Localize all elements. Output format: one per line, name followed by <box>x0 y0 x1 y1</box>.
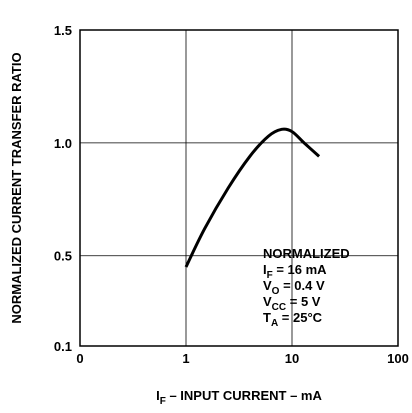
x-tick-label: 0 <box>76 351 83 366</box>
plot-frame <box>79 29 399 347</box>
x-tick-label: 100 <box>387 351 409 366</box>
x-axis-title-text: – INPUT CURRENT – mA <box>166 388 323 403</box>
x-axis-title: IF – INPUT CURRENT – mA <box>156 388 322 407</box>
x-axis-title-symbol: I <box>156 388 160 403</box>
y-tick-label: 0.1 <box>54 339 72 354</box>
y-tick-label: 1.0 <box>54 136 72 151</box>
y-tick-label: 0.5 <box>54 249 72 264</box>
annotation-line: VO = 0.4 V <box>263 278 325 297</box>
y-axis-title: NORMALIZED CURRENT TRANSFER RATIO <box>9 52 24 323</box>
grid-lines <box>80 30 398 346</box>
y-tick-labels: 0.1 0.5 1.0 1.5 <box>54 23 72 354</box>
curve-layer <box>184 127 321 268</box>
annotation-line: NORMALIZED <box>263 246 350 261</box>
x-tick-label: 10 <box>285 351 299 366</box>
annotation-line: IF = 16 mA <box>263 262 327 281</box>
annotation-line: TA = 25°C <box>263 310 323 329</box>
x-tick-labels: 0 1 10 100 <box>76 351 408 366</box>
x-axis-title-subscript: F <box>160 396 166 407</box>
annotation-line: VCC = 5 V <box>263 294 321 313</box>
x-tick-label: 1 <box>182 351 189 366</box>
series-line-0 <box>184 127 321 268</box>
y-tick-label: 1.5 <box>54 23 72 38</box>
